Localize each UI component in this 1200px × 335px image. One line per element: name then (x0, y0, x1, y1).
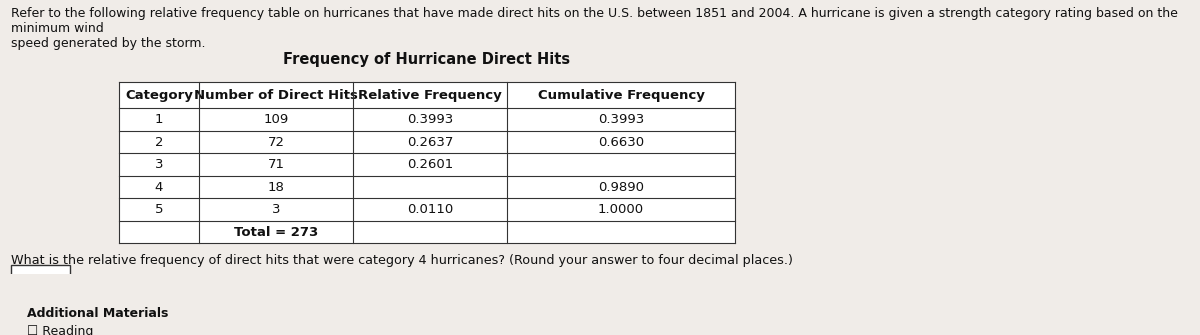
Bar (199, 82, 353, 109)
Text: Number of Direct Hits: Number of Direct Hits (194, 89, 358, 102)
Text: Relative Frequency: Relative Frequency (358, 89, 502, 102)
Bar (508, 198, 734, 221)
Bar (508, 82, 734, 109)
Text: 1: 1 (155, 113, 163, 126)
Bar (119, 82, 199, 109)
Text: Refer to the following relative frequency table on hurricanes that have made dir: Refer to the following relative frequenc… (11, 7, 1177, 50)
Text: Category: Category (125, 89, 193, 102)
Text: 18: 18 (268, 181, 284, 194)
Text: 72: 72 (268, 136, 284, 149)
Bar (11, 307, 454, 335)
Bar (199, 131, 353, 153)
Text: 0.3993: 0.3993 (598, 113, 644, 126)
Bar (199, 153, 353, 176)
Bar (119, 176, 199, 198)
Text: Cumulative Frequency: Cumulative Frequency (538, 89, 704, 102)
Bar (199, 109, 353, 131)
Bar (353, 109, 508, 131)
Text: 0.9890: 0.9890 (598, 181, 644, 194)
Text: 0.2637: 0.2637 (407, 136, 454, 149)
Bar (508, 131, 734, 153)
Bar (353, 221, 508, 244)
Bar (119, 221, 199, 244)
Text: 0.0110: 0.0110 (407, 203, 454, 216)
Bar (199, 198, 353, 221)
Bar (199, 221, 353, 244)
Text: 3: 3 (155, 158, 163, 171)
Bar (353, 176, 508, 198)
Text: 0.3993: 0.3993 (407, 113, 454, 126)
Text: 4: 4 (155, 181, 163, 194)
Bar (119, 153, 199, 176)
Text: Additional Materials: Additional Materials (28, 308, 168, 321)
Bar (508, 176, 734, 198)
Bar (11, 307, 454, 322)
Text: 0.2601: 0.2601 (407, 158, 454, 171)
Text: 1.0000: 1.0000 (598, 203, 644, 216)
Bar (119, 109, 199, 131)
Text: What is the relative frequency of direct hits that were category 4 hurricanes? (: What is the relative frequency of direct… (11, 254, 793, 267)
Bar (119, 198, 199, 221)
Bar (119, 131, 199, 153)
Bar (353, 82, 508, 109)
Bar (11, 265, 71, 290)
Text: 0.6630: 0.6630 (598, 136, 644, 149)
Text: Total = 273: Total = 273 (234, 226, 318, 239)
Text: 3: 3 (271, 203, 281, 216)
Bar (353, 131, 508, 153)
Bar (508, 153, 734, 176)
Text: 109: 109 (263, 113, 289, 126)
Bar (508, 221, 734, 244)
Bar (353, 198, 508, 221)
Text: 5: 5 (155, 203, 163, 216)
Bar (199, 176, 353, 198)
Bar (353, 153, 508, 176)
Text: 71: 71 (268, 158, 284, 171)
Text: 2: 2 (155, 136, 163, 149)
Text: ☐ Reading: ☐ Reading (28, 326, 94, 335)
Bar (508, 109, 734, 131)
Text: Frequency of Hurricane Direct Hits: Frequency of Hurricane Direct Hits (283, 52, 570, 67)
